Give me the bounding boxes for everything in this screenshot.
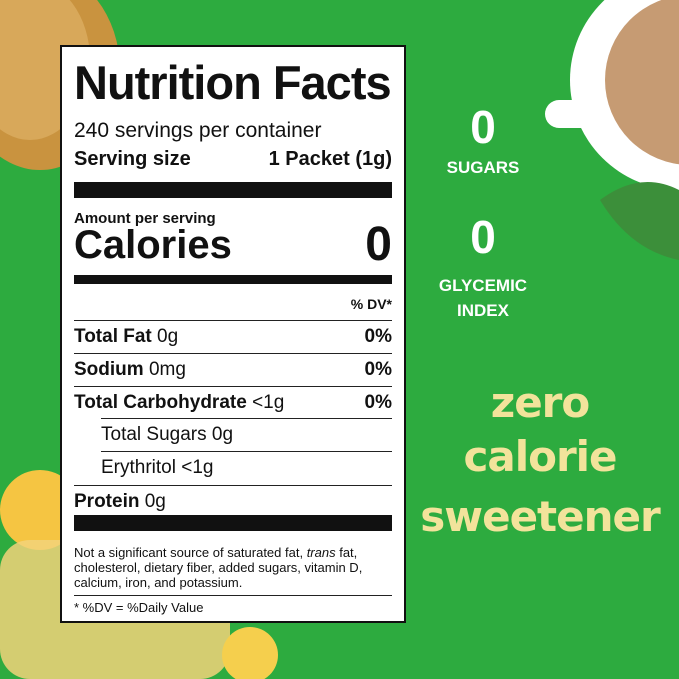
sub-nutrient-row: Erythritol <1g: [74, 451, 392, 484]
badge-label: SUGARS: [446, 158, 520, 177]
badge-value: 0: [470, 211, 496, 263]
tagline: sweetener: [420, 492, 660, 541]
calories-label: Calories: [74, 223, 232, 267]
nutrient: Total Fat 0g: [74, 326, 178, 348]
nutrient-name: Sodium: [74, 359, 144, 380]
protein-row: Protein 0g: [74, 485, 392, 518]
nutrient-name: Total Fat: [74, 326, 152, 347]
nutrient: Sodium 0mg: [74, 359, 186, 381]
nutrient-dv: 0%: [364, 326, 392, 347]
nutrient-row: Total Fat 0g 0%: [74, 320, 392, 353]
medium-rule: [74, 275, 392, 284]
calories: Calories 0: [74, 218, 392, 272]
badge-value: 0: [470, 101, 496, 153]
nutrient-row: Total Carbohydrate <1g 0%: [74, 386, 392, 419]
footnote-italic: trans: [306, 545, 336, 560]
dv-note: * %DV = %Daily Value: [74, 595, 392, 615]
nutrient-dv: 0%: [364, 359, 392, 380]
nutrition-label: Nutrition Facts 240 servings per contain…: [60, 45, 406, 623]
badge-label: GLYCEMIC INDEX: [438, 276, 528, 320]
nutrient-row: Sodium 0mg 0%: [74, 353, 392, 386]
footnote-text: fat, cholesterol, dietary fiber, added s…: [74, 545, 363, 590]
serving-size: Serving size 1 Packet (1g): [74, 148, 392, 171]
tagline: zero: [490, 378, 591, 427]
sub-nutrient-row: Total Sugars 0g: [74, 418, 392, 451]
serving-size-value: 1 Packet (1g): [268, 148, 392, 170]
sub-nutrient: Erythritol <1g: [101, 457, 214, 478]
protein-amount: 0g: [144, 491, 166, 512]
serving-size-label: Serving size: [74, 148, 191, 170]
nutrient: Total Carbohydrate <1g: [74, 392, 284, 414]
nutrient-name: Total Carbohydrate: [74, 392, 247, 413]
calories-value: 0: [365, 218, 392, 271]
thick-rule: [74, 182, 392, 198]
nutrient-amount: 0g: [157, 326, 179, 347]
nutrient-dv: 0%: [364, 392, 392, 413]
nutrient-amount: 0mg: [148, 359, 186, 380]
sub-nutrient: Total Sugars 0g: [101, 424, 234, 445]
protein-name: Protein: [74, 491, 140, 512]
amount-per-serving: Amount per serving: [74, 210, 216, 227]
rule: [101, 418, 392, 419]
nutrient-amount: <1g: [252, 392, 285, 413]
dv-header: % DV*: [350, 296, 392, 312]
rule: [101, 451, 392, 452]
tagline: calorie: [463, 432, 617, 481]
servings: 240 servings per container: [74, 119, 322, 142]
footnote-text: Not a significant source of saturated fa…: [74, 545, 307, 560]
label-title: Nutrition Facts: [74, 56, 392, 109]
footnote: Not a significant source of saturated fa…: [74, 545, 392, 590]
thick-rule: [74, 515, 392, 531]
protein: Protein 0g: [74, 491, 166, 513]
